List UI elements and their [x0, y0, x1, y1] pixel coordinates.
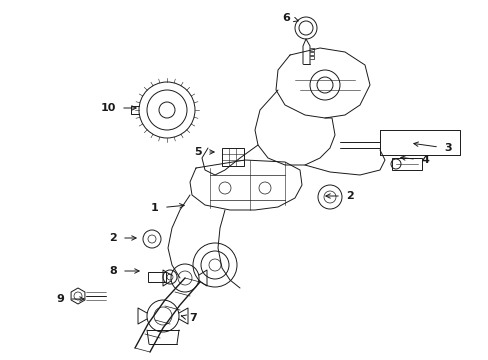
Text: 6: 6 [282, 13, 289, 23]
Text: 1: 1 [151, 203, 159, 213]
Text: 10: 10 [100, 103, 116, 113]
Text: 5: 5 [194, 147, 202, 157]
Bar [148, 272, 165, 282]
Bar [391, 158, 421, 170]
Text: 2: 2 [346, 191, 353, 201]
Text: 2: 2 [109, 233, 117, 243]
Text: 9: 9 [56, 294, 64, 304]
Text: 7: 7 [189, 313, 197, 323]
Bar [222, 148, 244, 166]
Text: 3: 3 [443, 143, 451, 153]
Text: 4: 4 [420, 155, 428, 165]
Text: 8: 8 [109, 266, 117, 276]
